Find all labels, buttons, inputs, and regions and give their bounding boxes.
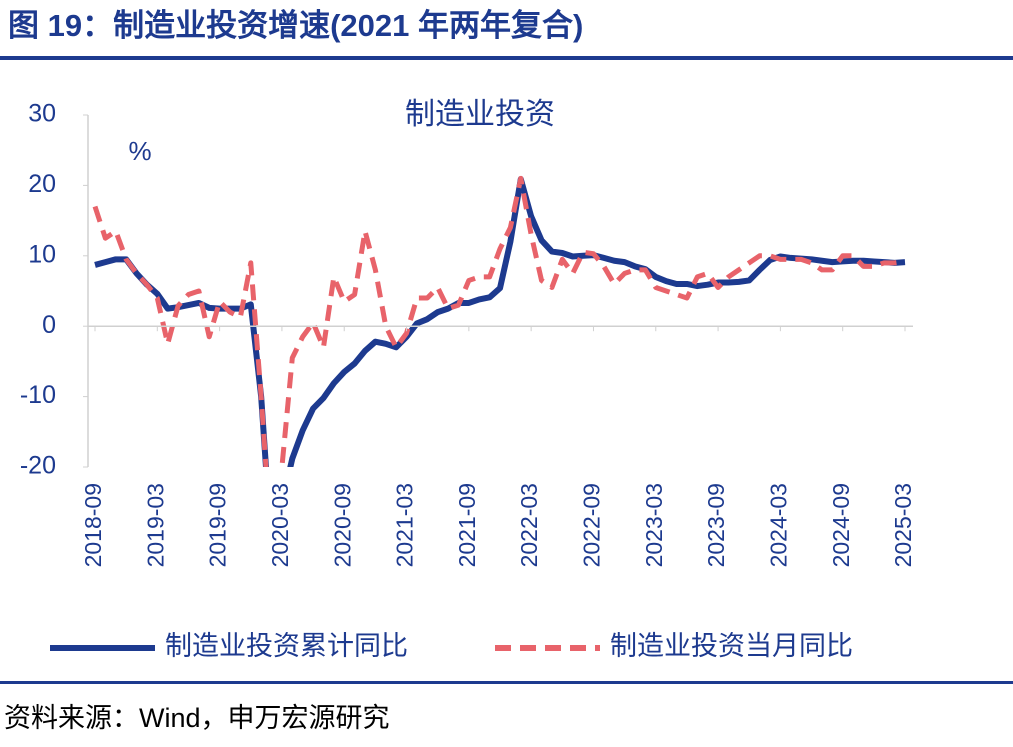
x-tick-label: 2019-09	[205, 483, 231, 567]
x-tick-label: 2020-03	[267, 483, 293, 567]
x-tick-label: 2024-09	[828, 483, 854, 567]
series-line	[92, 175, 906, 467]
x-tick-label: 2021-09	[454, 483, 480, 567]
x-tick-label: 2018-09	[80, 483, 106, 567]
header-rule	[0, 56, 1013, 60]
y-tick-label: 0	[42, 311, 56, 339]
x-tick-label: 2023-03	[641, 483, 667, 567]
footer-rule	[0, 681, 1013, 684]
legend-label: 制造业投资累计同比	[165, 631, 408, 661]
y-tick-label: 10	[28, 240, 56, 268]
x-tick-label: 2019-03	[142, 483, 168, 567]
y-unit: %	[128, 136, 151, 166]
x-tick-label: 2021-03	[392, 483, 418, 567]
y-tick-label: -10	[20, 381, 56, 409]
chart-title: 制造业投资	[405, 98, 555, 131]
legend-label: 制造业投资当月同比	[610, 631, 853, 661]
header-title: 图 19：制造业投资增速(2021 年两年复合)	[8, 8, 583, 43]
x-tick-label: 2025-03	[890, 483, 916, 567]
y-tick-label: 20	[28, 170, 56, 198]
x-tick-label: 2020-09	[329, 483, 355, 567]
plot-area	[92, 175, 906, 467]
y-tick-label: -20	[20, 452, 56, 480]
x-tick-label: 2022-03	[516, 483, 542, 567]
x-tick-label: 2022-09	[579, 483, 605, 567]
y-tick-label: 30	[28, 100, 56, 128]
source: 资料来源：Wind，申万宏源研究	[4, 703, 390, 733]
x-tick-label: 2024-03	[765, 483, 791, 567]
x-tick-label: 2023-09	[703, 483, 729, 567]
